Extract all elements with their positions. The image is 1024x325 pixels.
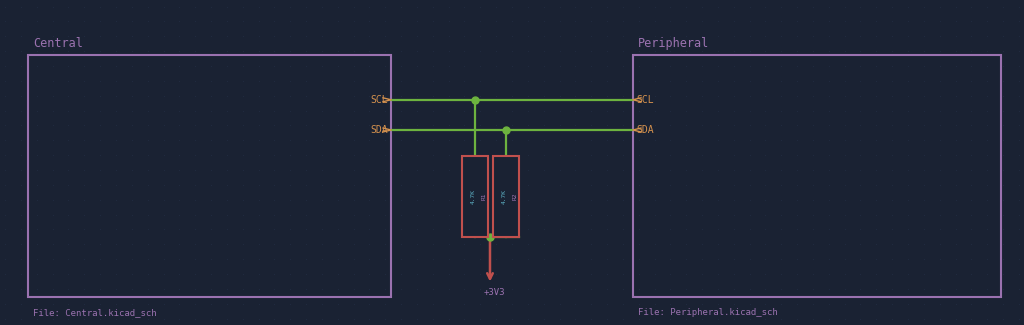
Bar [28, 55, 391, 297]
Text: SCL: SCL [371, 95, 388, 105]
Text: SDA: SDA [371, 125, 388, 135]
Text: File: Central.kicad_sch: File: Central.kicad_sch [33, 308, 157, 317]
Text: R2: R2 [513, 193, 517, 201]
Text: +3V3: +3V3 [483, 288, 505, 297]
Text: 4.7K: 4.7K [502, 189, 506, 204]
Text: SDA: SDA [636, 125, 653, 135]
Bar [493, 156, 519, 237]
Text: Peripheral: Peripheral [638, 37, 710, 50]
Text: R1: R1 [482, 193, 486, 201]
Text: Central: Central [33, 37, 83, 50]
Text: 4.7K: 4.7K [471, 189, 475, 204]
Bar [633, 55, 1001, 297]
Text: SCL: SCL [636, 95, 653, 105]
Bar [462, 156, 488, 237]
Text: File: Peripheral.kicad_sch: File: Peripheral.kicad_sch [638, 308, 777, 317]
